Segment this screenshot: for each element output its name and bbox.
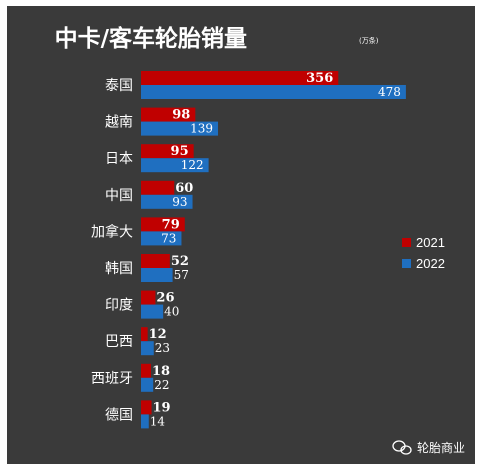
bar-value-label: 98 xyxy=(172,108,190,123)
category-label: 西班牙 xyxy=(91,371,133,387)
bar-2021 xyxy=(141,144,194,159)
watermark: 轮胎商业 xyxy=(392,440,465,455)
legend-swatch-2022 xyxy=(402,259,411,268)
bar-value-label: 139 xyxy=(190,122,213,136)
bar-2022 xyxy=(141,194,193,209)
bar-2022 xyxy=(141,121,219,136)
watermark-text: 轮胎商业 xyxy=(417,440,465,455)
bar-2021 xyxy=(141,290,156,305)
category-label: 越南 xyxy=(105,115,133,131)
category-label: 日本 xyxy=(105,151,133,167)
bar-2021 xyxy=(141,71,339,85)
category-label: 泰国 xyxy=(105,78,133,94)
legend: 2021 2022 xyxy=(402,235,445,271)
bar-2021 xyxy=(141,180,175,195)
bar-2022 xyxy=(141,231,182,246)
chart-title: 中卡/客车轮胎销量 xyxy=(55,25,247,52)
chart-unit: (万条) xyxy=(359,36,379,45)
category-label: 巴西 xyxy=(105,334,133,350)
bar-2022 xyxy=(141,377,154,392)
bar-2021 xyxy=(141,217,185,232)
bar-value-label: 356 xyxy=(306,71,333,86)
bar-value-label: 122 xyxy=(181,158,204,172)
bar-value-label: 26 xyxy=(156,291,174,306)
legend-swatch-2021 xyxy=(402,238,411,247)
bar-2022 xyxy=(141,341,154,356)
bar-2021 xyxy=(141,107,196,122)
bar-value-label: 93 xyxy=(172,195,187,209)
bar-value-label: 52 xyxy=(171,254,189,269)
bar-value-label: 73 xyxy=(161,231,176,245)
bar-value-label: 12 xyxy=(149,327,167,342)
bar-2021 xyxy=(141,400,152,415)
legend-label-2021: 2021 xyxy=(416,235,445,250)
bar-value-label: 22 xyxy=(154,378,169,392)
bar-2022 xyxy=(141,304,164,319)
bar-value-label: 14 xyxy=(150,414,166,428)
category-label: 德国 xyxy=(105,407,133,423)
bar-2022 xyxy=(141,414,149,429)
legend-label-2022: 2022 xyxy=(416,256,445,271)
bar-2021 xyxy=(141,363,151,378)
bar-value-label: 79 xyxy=(162,217,180,232)
bar-value-label: 23 xyxy=(155,341,170,355)
wechat-icon xyxy=(392,440,412,455)
bar-value-label: 57 xyxy=(174,268,189,282)
bar-value-label: 19 xyxy=(153,400,171,415)
bar-value-label: 18 xyxy=(152,364,170,379)
bar-value-label: 478 xyxy=(378,85,401,99)
bar-2022 xyxy=(141,268,173,282)
bar-value-label: 95 xyxy=(171,144,189,159)
bar-2022 xyxy=(141,158,209,173)
bar-value-label: 40 xyxy=(164,305,179,319)
bar-value-label: 60 xyxy=(175,181,193,196)
category-label: 韩国 xyxy=(105,261,133,277)
category-label: 加拿大 xyxy=(91,223,133,240)
bar-2021 xyxy=(141,327,148,342)
bar-2021 xyxy=(141,254,170,268)
category-label: 印度 xyxy=(105,298,133,314)
bar-2022 xyxy=(141,85,406,99)
category-label: 中国 xyxy=(105,188,133,204)
